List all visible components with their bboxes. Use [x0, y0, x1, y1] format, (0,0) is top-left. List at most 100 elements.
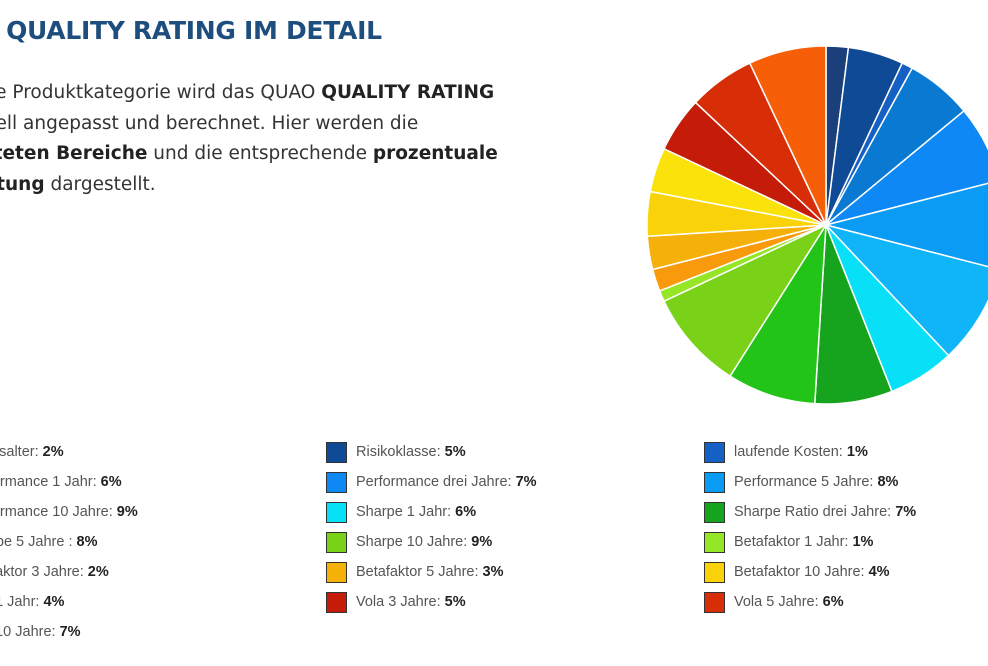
pie-slice-11[interactable]: [663, 224, 827, 377]
legend-label-text: Sharpe 10 Jahre:: [356, 534, 472, 550]
legend-swatch: [326, 501, 347, 523]
legend-label: rformance 10 Jahre: 9%: [0, 504, 138, 520]
legend-label-text: Betafaktor 1 Jahr:: [734, 534, 853, 550]
legend-swatch: [326, 561, 347, 583]
legend-label: Vola 5 Jahre: 6%: [734, 594, 844, 610]
legend-label: Betafaktor 10 Jahre: 4%: [734, 564, 890, 580]
legend-item[interactable]: a 1 Jahr: 4%: [0, 590, 64, 614]
legend-item[interactable]: Performance drei Jahre: 7%: [326, 470, 537, 494]
legend-label-text: Sharpe Ratio drei Jahre:: [734, 504, 896, 520]
pie-slice-5[interactable]: [825, 110, 988, 226]
legend-label-text: ndsalter:: [0, 444, 39, 460]
legend-value: 1%: [852, 534, 874, 550]
legend-label-text: Performance drei Jahre:: [356, 474, 516, 490]
legend-value: 6%: [455, 504, 477, 520]
legend-label: afaktor 3 Jahre: 2%: [0, 564, 109, 580]
legend-label: Betafaktor 1 Jahr: 1%: [734, 534, 873, 550]
chart-heading: S QUALITY RATING IM DETAIL: [0, 16, 382, 45]
legend-value: 6%: [822, 594, 844, 610]
legend-value: 9%: [471, 534, 493, 550]
intro-line1-text: ede Produktkategorie wird das QUAO: [0, 82, 322, 103]
legend-label-text: Vola 3 Jahre:: [356, 594, 445, 610]
legend-label: Vola 3 Jahre: 5%: [356, 594, 466, 610]
legend-label: ndsalter: 2%: [0, 444, 64, 460]
legend-item[interactable]: Performance 5 Jahre: 8%: [704, 470, 898, 494]
legend-label: a 1 Jahr: 4%: [0, 594, 64, 610]
legend-value: 7%: [59, 624, 81, 640]
pie-slice-6[interactable]: [825, 180, 988, 269]
intro-line4-text: dargestellt.: [44, 173, 156, 195]
legend-label-text: rformance 1 Jahr:: [0, 474, 97, 490]
legend-swatch: [704, 501, 725, 523]
legend-value: 3%: [482, 564, 504, 580]
legend-label-text: Betafaktor 5 Jahre:: [356, 564, 483, 580]
legend-value: 4%: [43, 594, 65, 610]
intro-line3-text: und die entsprechende: [147, 143, 373, 164]
legend-label-text: a 10 Jahre:: [0, 624, 56, 640]
legend-label: Performance 5 Jahre: 8%: [734, 474, 898, 490]
pie-slice-19[interactable]: [749, 45, 827, 226]
intro-text: ede Produktkategorie wird das QUAO QUALI…: [0, 78, 572, 200]
legend-value: 6%: [100, 474, 122, 490]
intro-line3-bold2: prozentuale: [372, 143, 498, 164]
legend-label: a 10 Jahre: 7%: [0, 624, 81, 640]
legend-label-text: Risikoklasse:: [356, 444, 445, 460]
legend-item[interactable]: rformance 10 Jahre: 9%: [0, 500, 138, 524]
legend-item[interactable]: laufende Kosten: 1%: [704, 440, 868, 464]
pie-slice-10[interactable]: [729, 224, 827, 405]
legend-label-text: arpe 5 Jahre :: [0, 534, 73, 550]
legend-label: laufende Kosten: 1%: [734, 444, 868, 460]
legend-value: 8%: [76, 534, 98, 550]
legend-item[interactable]: rformance 1 Jahr: 6%: [0, 470, 122, 494]
legend-swatch: [326, 471, 347, 493]
legend-value: 2%: [42, 444, 64, 460]
legend-swatch: [326, 531, 347, 553]
legend-label: Sharpe 1 Jahr: 6%: [356, 504, 476, 520]
legend-swatch: [704, 561, 725, 583]
legend-label: Sharpe Ratio drei Jahre: 7%: [734, 504, 916, 520]
legend-label-text: Betafaktor 10 Jahre:: [734, 564, 869, 580]
legend-item[interactable]: afaktor 3 Jahre: 2%: [0, 560, 109, 584]
intro-line1-bold: QUALITY RATING: [321, 82, 495, 103]
legend-swatch: [704, 531, 725, 553]
legend-swatch: [704, 471, 725, 493]
legend-label-text: laufende Kosten:: [734, 444, 847, 460]
legend-label: Betafaktor 5 Jahre: 3%: [356, 564, 504, 580]
legend-label-text: afaktor 3 Jahre:: [0, 564, 84, 580]
legend-label-text: a 1 Jahr:: [0, 594, 40, 610]
legend-swatch: [704, 591, 725, 613]
legend-label-text: Sharpe 1 Jahr:: [356, 504, 456, 520]
legend-label-text: Performance 5 Jahre:: [734, 474, 878, 490]
legend-item[interactable]: Sharpe 10 Jahre: 9%: [326, 530, 492, 554]
legend-item[interactable]: Sharpe Ratio drei Jahre: 7%: [704, 500, 916, 524]
legend-label: Sharpe 10 Jahre: 9%: [356, 534, 492, 550]
legend-label: Performance drei Jahre: 7%: [356, 474, 537, 490]
legend-item[interactable]: Vola 3 Jahre: 5%: [326, 590, 466, 614]
legend-item[interactable]: a 10 Jahre: 7%: [0, 620, 81, 644]
legend-swatch: [326, 441, 347, 463]
legend-label-text: rformance 10 Jahre:: [0, 504, 113, 520]
legend-item[interactable]: Risikoklasse: 5%: [326, 440, 466, 464]
legend-item[interactable]: Vola 5 Jahre: 6%: [704, 590, 844, 614]
legend-value: 9%: [116, 504, 138, 520]
legend-value: 8%: [877, 474, 899, 490]
legend-item[interactable]: Betafaktor 1 Jahr: 1%: [704, 530, 873, 554]
legend-item[interactable]: Betafaktor 5 Jahre: 3%: [326, 560, 504, 584]
legend-value: 7%: [895, 504, 917, 520]
legend-label: Risikoklasse: 5%: [356, 444, 466, 460]
legend-value: 2%: [87, 564, 109, 580]
legend-value: 5%: [444, 444, 466, 460]
legend-label: rformance 1 Jahr: 6%: [0, 474, 122, 490]
legend-value: 5%: [444, 594, 466, 610]
legend-item[interactable]: arpe 5 Jahre : 8%: [0, 530, 97, 554]
intro-line3-bold1: erteten Bereiche: [0, 143, 148, 164]
pie-slice-7[interactable]: [825, 224, 988, 357]
legend-swatch: [704, 441, 725, 463]
legend-value: 4%: [868, 564, 890, 580]
legend-item[interactable]: Betafaktor 10 Jahre: 4%: [704, 560, 890, 584]
legend-label: arpe 5 Jahre : 8%: [0, 534, 97, 550]
legend-item[interactable]: ndsalter: 2%: [0, 440, 64, 464]
intro-line2-text: duell angepasst und berechnet. Hier werd…: [0, 112, 419, 134]
legend-item[interactable]: Sharpe 1 Jahr: 6%: [326, 500, 476, 524]
